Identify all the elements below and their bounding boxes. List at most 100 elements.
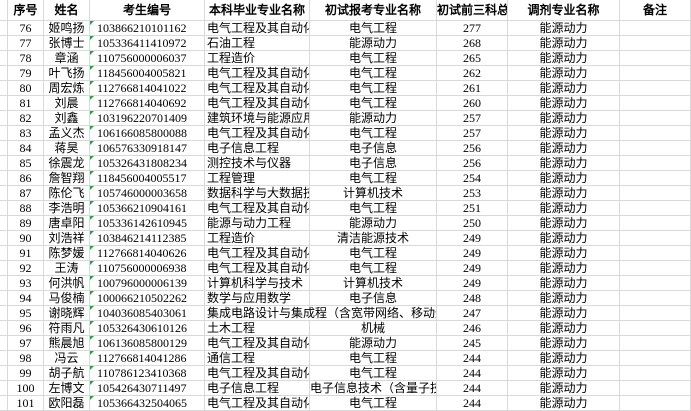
cell-remark[interactable] [620, 156, 691, 171]
cell-seq[interactable]: 97 [8, 336, 44, 351]
cell-applied-major[interactable]: 清洁能源技术 [310, 231, 437, 246]
cell-applied-major[interactable]: 电子信息 [310, 156, 437, 171]
cell-name[interactable]: 李浩明 [44, 201, 90, 216]
cell-candidate-no[interactable]: 104036085403061 [90, 306, 205, 321]
row-stub-cell[interactable] [0, 51, 8, 66]
cell-remark[interactable] [620, 306, 691, 321]
row-stub-cell[interactable] [0, 156, 8, 171]
cell-candidate-no[interactable]: 103866210101162 [90, 21, 205, 36]
cell-name[interactable]: 胡子航 [44, 366, 90, 381]
cell-score[interactable]: 257 [437, 111, 508, 126]
cell-candidate-no[interactable]: 118456004005821 [90, 66, 205, 81]
cell-applied-major[interactable]: 能源动力 [310, 111, 437, 126]
cell-name[interactable]: 刘浩祥 [44, 231, 90, 246]
cell-score[interactable]: 249 [437, 276, 508, 291]
cell-transfer-major[interactable]: 能源动力 [508, 126, 620, 141]
cell-remark[interactable] [620, 276, 691, 291]
cell-name[interactable]: 孟义杰 [44, 126, 90, 141]
cell-applied-major[interactable]: 计算机技术 [310, 276, 437, 291]
row-stub-cell[interactable] [0, 21, 8, 36]
cell-seq[interactable]: 98 [8, 351, 44, 366]
cell-undergrad-major[interactable]: 计算机科学与技术 [205, 276, 310, 291]
cell-name[interactable]: 叶飞扬 [44, 66, 90, 81]
row-stub-cell[interactable] [0, 366, 8, 381]
cell-seq[interactable]: 93 [8, 276, 44, 291]
cell-undergrad-major[interactable]: 电气工程及其自动化 [205, 366, 310, 381]
cell-score[interactable]: 244 [437, 381, 508, 396]
cell-remark[interactable] [620, 126, 691, 141]
cell-applied-major[interactable]: 能源动力 [310, 336, 437, 351]
cell-score[interactable]: 253 [437, 186, 508, 201]
cell-applied-major[interactable]: 电气工程 [310, 366, 437, 381]
cell-candidate-no[interactable]: 106576330918147 [90, 141, 205, 156]
cell-applied-major[interactable]: 电气工程 [310, 21, 437, 36]
cell-seq[interactable]: 99 [8, 366, 44, 381]
cell-remark[interactable] [620, 261, 691, 276]
cell-applied-major[interactable]: 电子信息 [310, 141, 437, 156]
cell-remark[interactable] [620, 51, 691, 66]
cell-candidate-no[interactable]: 112766814041022 [90, 81, 205, 96]
cell-applied-major[interactable]: 电气工程 [310, 396, 437, 411]
cell-transfer-major[interactable]: 能源动力 [508, 291, 620, 306]
cell-transfer-major[interactable]: 能源动力 [508, 246, 620, 261]
cell-applied-major[interactable]: 电气工程 [310, 171, 437, 186]
cell-name[interactable]: 王涛 [44, 261, 90, 276]
cell-undergrad-major[interactable]: 数学与应用数学 [205, 291, 310, 306]
cell-candidate-no[interactable]: 112766814040626 [90, 246, 205, 261]
cell-seq[interactable]: 89 [8, 216, 44, 231]
cell-undergrad-major[interactable]: 工程管理 [205, 171, 310, 186]
cell-score[interactable]: 244 [437, 351, 508, 366]
cell-seq[interactable]: 88 [8, 201, 44, 216]
cell-remark[interactable] [620, 36, 691, 51]
cell-remark[interactable] [620, 231, 691, 246]
cell-transfer-major[interactable]: 能源动力 [508, 171, 620, 186]
cell-score[interactable]: 244 [437, 366, 508, 381]
cell-remark[interactable] [620, 186, 691, 201]
cell-seq[interactable]: 91 [8, 246, 44, 261]
cell-transfer-major[interactable]: 能源动力 [508, 96, 620, 111]
cell-name[interactable]: 徐震龙 [44, 156, 90, 171]
cell-undergrad-major[interactable]: 石油工程 [205, 36, 310, 51]
cell-undergrad-major[interactable]: 建筑环境与能源应用工程 [205, 111, 310, 126]
row-stub-cell[interactable] [0, 381, 8, 396]
cell-seq[interactable]: 83 [8, 126, 44, 141]
row-stub-cell[interactable] [0, 126, 8, 141]
cell-score[interactable]: 248 [437, 291, 508, 306]
cell-undergrad-major[interactable]: 电气工程及其自动化 [205, 81, 310, 96]
cell-remark[interactable] [620, 81, 691, 96]
cell-seq[interactable]: 87 [8, 186, 44, 201]
cell-score[interactable]: 265 [437, 51, 508, 66]
row-stub-cell[interactable] [0, 291, 8, 306]
cell-seq[interactable]: 78 [8, 51, 44, 66]
cell-undergrad-major[interactable]: 电气工程及其自动化 [205, 96, 310, 111]
header-cell-name[interactable]: 姓名 [44, 0, 90, 21]
cell-seq[interactable]: 86 [8, 171, 44, 186]
cell-name[interactable]: 欧阳磊 [44, 396, 90, 411]
cell-score[interactable]: 262 [437, 66, 508, 81]
cell-score[interactable]: 277 [437, 21, 508, 36]
cell-candidate-no[interactable]: 105326431808234 [90, 156, 205, 171]
cell-transfer-major[interactable]: 能源动力 [508, 306, 620, 321]
header-cell-candidate_no[interactable]: 考生编号 [90, 0, 205, 21]
cell-score[interactable]: 249 [437, 231, 508, 246]
cell-undergrad-major[interactable]: 电气工程及其自动化 [205, 126, 310, 141]
header-cell-seq[interactable]: 序号 [8, 0, 44, 21]
cell-name[interactable]: 陈伦飞 [44, 186, 90, 201]
row-stub-cell[interactable] [0, 201, 8, 216]
cell-undergrad-major[interactable]: 能源与动力工程 [205, 216, 310, 231]
cell-name[interactable]: 谢晓辉 [44, 306, 90, 321]
cell-candidate-no[interactable]: 103846214112385 [90, 231, 205, 246]
cell-applied-major[interactable]: 电气工程 [310, 351, 437, 366]
cell-transfer-major[interactable]: 能源动力 [508, 36, 620, 51]
cell-seq[interactable]: 96 [8, 321, 44, 336]
cell-seq[interactable]: 84 [8, 141, 44, 156]
cell-undergrad-major[interactable]: 电气工程及其自动化 [205, 246, 310, 261]
cell-applied-major[interactable]: 电气工程 [310, 246, 437, 261]
cell-remark[interactable] [620, 246, 691, 261]
cell-candidate-no[interactable]: 112766814040692 [90, 96, 205, 111]
cell-candidate-no[interactable]: 118456004005517 [90, 171, 205, 186]
cell-transfer-major[interactable]: 能源动力 [508, 336, 620, 351]
row-stub-cell[interactable] [0, 246, 8, 261]
cell-remark[interactable] [620, 171, 691, 186]
row-stub-cell[interactable] [0, 111, 8, 126]
